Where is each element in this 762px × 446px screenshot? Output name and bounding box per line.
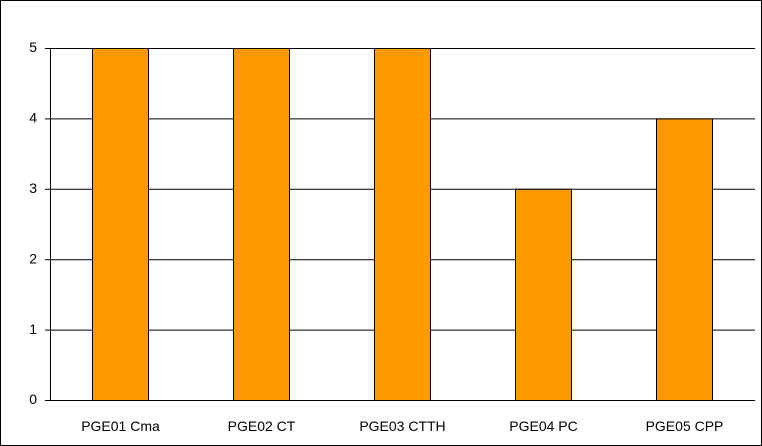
y-tick-label: 4 (29, 110, 37, 126)
x-tick-label: PGE04 PC (509, 418, 577, 434)
x-tick-label: PGE03 CTTH (359, 418, 445, 434)
y-tick-label: 1 (29, 321, 37, 337)
bar (515, 188, 572, 401)
y-tick-label: 0 (29, 391, 37, 407)
x-tick-label: PGE01 Cma (81, 418, 160, 434)
bar (374, 48, 431, 401)
y-tick-label: 3 (29, 180, 37, 196)
x-tick-label: PGE05 CPP (646, 418, 724, 434)
x-tick-label: PGE02 CT (228, 418, 296, 434)
y-tick-label: 5 (29, 39, 37, 55)
bar (656, 118, 713, 402)
y-tick-label: 2 (29, 250, 37, 266)
bar (233, 48, 290, 401)
bar (92, 48, 149, 401)
